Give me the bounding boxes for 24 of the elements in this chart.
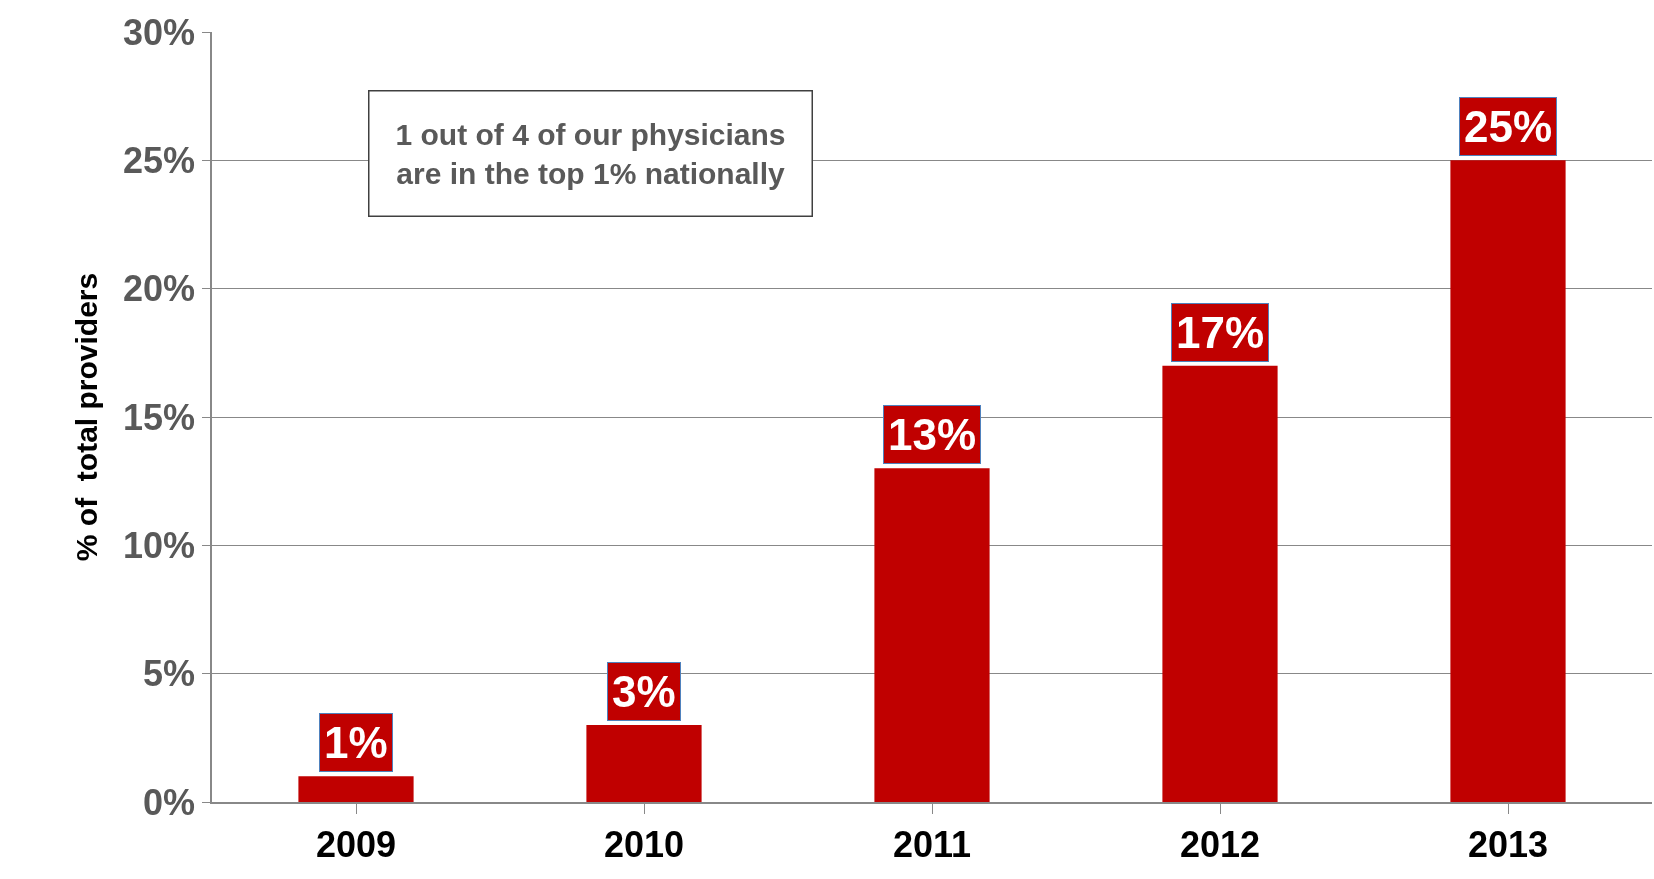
data-label: 13% (888, 410, 977, 459)
y-tick-label: 30% (122, 11, 196, 53)
x-tick-label: 2012 (1179, 823, 1261, 865)
x-tick-label: 2013 (1467, 823, 1549, 865)
x-tick-label: 2011 (892, 823, 972, 865)
data-label: 3% (612, 667, 676, 716)
bar (298, 776, 414, 802)
x-tick-label: 2009 (315, 823, 397, 865)
y-tick-label: 20% (122, 268, 196, 310)
y-tick-label: 25% (122, 139, 196, 181)
bar (586, 725, 702, 802)
bar (1450, 160, 1566, 802)
y-axis-title: % of total providers (70, 272, 104, 562)
annotation: 1 out of 4 of our physicians are in the top 1% nationally (395, 117, 786, 190)
bar (1162, 365, 1278, 802)
x-tick-label: 2010 (603, 823, 685, 865)
y-tick-label: 0% (143, 781, 196, 823)
data-label: 1% (324, 718, 388, 767)
y-tick-label: 15% (122, 396, 196, 438)
y-tick-label: 10% (122, 524, 196, 566)
data-label: 17% (1176, 308, 1265, 357)
data-label: 25% (1464, 102, 1553, 151)
bar (874, 468, 990, 802)
y-tick-label: 5% (143, 653, 196, 695)
